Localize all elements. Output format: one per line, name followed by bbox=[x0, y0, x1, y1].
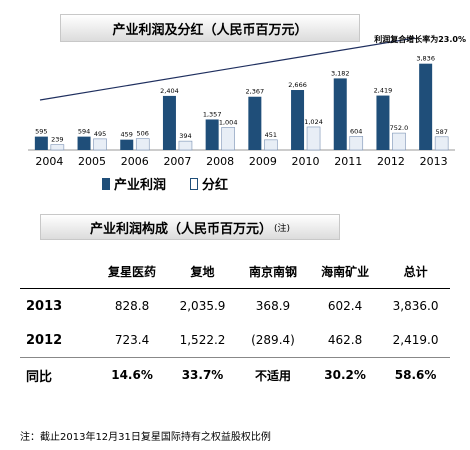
x-tick-label: 2009 bbox=[249, 155, 277, 168]
dividend-bar bbox=[135, 138, 150, 151]
chart-title: 产业利润及分红（人民币百万元） bbox=[60, 14, 360, 42]
table-header-total: 总计 bbox=[381, 254, 450, 289]
x-tick-label: 2006 bbox=[121, 155, 149, 168]
profit-bar bbox=[376, 95, 390, 150]
table-cell: 30.2% bbox=[309, 357, 382, 392]
table-header-blank bbox=[20, 254, 96, 289]
dividend-value-label: 451 bbox=[265, 131, 277, 139]
table-header-forte: 复地 bbox=[168, 254, 237, 289]
dividend-bar bbox=[349, 136, 364, 151]
profit-value-label: 3,836 bbox=[416, 55, 435, 63]
growth-annotation: 利润复合增长率为23.0% bbox=[373, 34, 466, 44]
table-cell: 2,419.0 bbox=[392, 333, 439, 347]
x-tick-label: 2004 bbox=[35, 155, 63, 168]
table-cell: 33.7% bbox=[168, 357, 237, 392]
table-header-row: 复星医药 复地 南京南钢 海南矿业 总计 bbox=[20, 254, 450, 289]
dividend-value-label: 1,004 bbox=[219, 118, 238, 126]
table-cell: 723.4 bbox=[114, 333, 150, 347]
x-tick-label: 2011 bbox=[334, 155, 362, 168]
x-tick-label: 2005 bbox=[78, 155, 106, 168]
table-title-note: (注) bbox=[273, 223, 291, 234]
profit-bar bbox=[34, 136, 48, 150]
profit-value-label: 3,182 bbox=[331, 69, 350, 77]
table-row-2012: 2012 723.4 1,522.2 (289.4) 462.8 2,419.0 bbox=[20, 323, 450, 358]
table-cell: 不适用 bbox=[236, 357, 310, 392]
x-tick-label: 2012 bbox=[377, 155, 405, 168]
profit-bar bbox=[162, 95, 176, 150]
table-cell: 14.6% bbox=[96, 357, 169, 392]
dividend-bar bbox=[221, 127, 235, 151]
table-header-nanjing-steel: 南京南钢 bbox=[236, 254, 310, 289]
profit-dividend-chart: 利润复合增长率为23.0% 595 239 2004 594 495 2005 459 506 2… bbox=[28, 34, 466, 168]
dividend-value-label: 506 bbox=[137, 130, 149, 138]
dividend-value-label: 587 bbox=[435, 128, 447, 136]
legend-item-profit: 产业利润 bbox=[102, 174, 166, 193]
profit-value-label: 2,367 bbox=[246, 88, 265, 96]
profit-value-label: 2,404 bbox=[160, 87, 179, 95]
table-cell: 368.9 bbox=[255, 299, 291, 313]
table-header-fosun-pharma: 复星医药 bbox=[96, 254, 169, 289]
dividend-bar bbox=[50, 144, 65, 151]
dividend-bar bbox=[392, 132, 406, 151]
legend-label-profit: 产业利润 bbox=[114, 178, 167, 193]
profit-bar bbox=[77, 136, 91, 150]
profit-value-label: 595 bbox=[35, 128, 47, 136]
table-title: 产业利润构成（人民币百万元） (注) bbox=[40, 214, 340, 240]
profit-value-label: 459 bbox=[121, 131, 133, 139]
table-cell: 2,035.9 bbox=[179, 299, 226, 313]
dividend-value-label: 752.0 bbox=[390, 124, 409, 132]
profit-bar bbox=[291, 90, 305, 150]
profit-composition-table: 复星医药 复地 南京南钢 海南矿业 总计 2013 828.8 2,035.9 … bbox=[20, 254, 450, 392]
footnote: 注：截止2013年12月31日复星国际持有之权益股权比例 bbox=[20, 432, 271, 443]
growth-trend-line bbox=[39, 37, 416, 101]
x-tick-label: 2007 bbox=[163, 155, 191, 168]
x-tick-label: 2010 bbox=[292, 155, 320, 168]
dividend-bar bbox=[264, 139, 278, 151]
legend-item-dividend: 分红 bbox=[190, 174, 228, 193]
x-tick-label: 2008 bbox=[206, 155, 234, 168]
legend-swatch-profit bbox=[102, 177, 110, 190]
table-cell: 602.4 bbox=[327, 299, 363, 313]
dividend-bar bbox=[434, 136, 449, 151]
profit-value-label: 2,419 bbox=[374, 87, 393, 95]
x-tick-label: 2013 bbox=[420, 155, 448, 168]
profit-bar bbox=[248, 96, 262, 150]
table-row-label: 2012 bbox=[26, 332, 63, 348]
table-title-text: 产业利润构成（人民币百万元） bbox=[89, 221, 272, 237]
profit-bar bbox=[120, 139, 134, 150]
table-cell: 58.6% bbox=[381, 357, 450, 392]
table-cell: 828.8 bbox=[114, 299, 150, 313]
table-cell: 462.8 bbox=[327, 333, 363, 347]
dividend-value-label: 495 bbox=[94, 130, 106, 138]
table-cell: 3,836.0 bbox=[392, 299, 439, 313]
legend-label-dividend: 分红 bbox=[202, 178, 229, 193]
profit-value-label: 594 bbox=[78, 128, 90, 136]
table-row-label: 同比 bbox=[20, 357, 96, 392]
table-header-hainan-mining: 海南矿业 bbox=[309, 254, 382, 289]
table-row-yoy: 同比 14.6% 33.7% 不适用 30.2% 58.6% bbox=[20, 357, 450, 392]
profit-value-label: 1,357 bbox=[203, 110, 222, 118]
profit-bar bbox=[333, 78, 347, 150]
profit-bar bbox=[205, 119, 219, 150]
table-cell: (289.4) bbox=[251, 333, 295, 347]
table-row-label: 2013 bbox=[26, 298, 63, 314]
profit-bar bbox=[419, 63, 433, 150]
dividend-value-label: 394 bbox=[179, 132, 191, 140]
table-cell: 1,522.2 bbox=[179, 333, 226, 347]
dividend-bar bbox=[306, 126, 321, 151]
profit-value-label: 2,666 bbox=[288, 81, 307, 89]
table-row-2013: 2013 828.8 2,035.9 368.9 602.4 3,836.0 bbox=[20, 289, 450, 324]
chart-legend: 产业利润 分红 bbox=[102, 174, 228, 193]
legend-swatch-dividend bbox=[190, 177, 199, 190]
dividend-bar bbox=[93, 138, 107, 151]
dividend-bar bbox=[178, 140, 193, 151]
dividend-value-label: 239 bbox=[51, 136, 63, 144]
dividend-value-label: 604 bbox=[350, 127, 362, 135]
dividend-value-label: 1,024 bbox=[304, 118, 323, 126]
